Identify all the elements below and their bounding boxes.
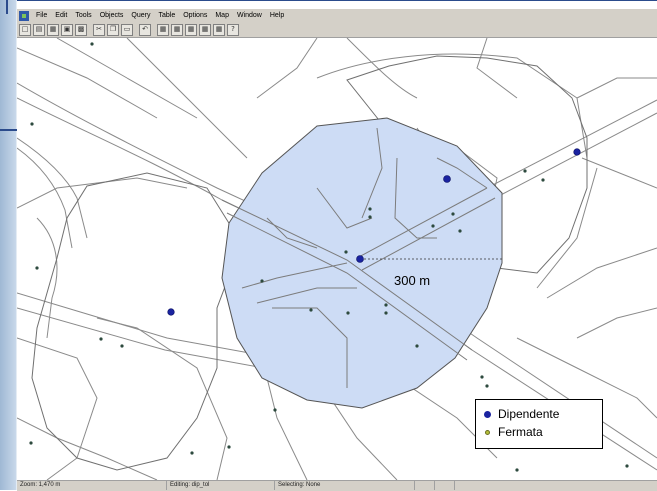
status-blank-2 bbox=[435, 481, 455, 490]
menu-objects[interactable]: Objects bbox=[99, 12, 124, 19]
buffer-outlines bbox=[31, 55, 588, 471]
menu-help[interactable]: Help bbox=[269, 12, 285, 19]
legend-label-fermata: Fermata bbox=[498, 425, 543, 439]
cut-icon[interactable]: ✂ bbox=[93, 23, 105, 36]
copy-icon[interactable]: ❐ bbox=[107, 23, 119, 36]
dipendente-dot-icon bbox=[484, 410, 491, 418]
map-legend: Dipendente Fermata bbox=[475, 399, 603, 449]
status-blank-1 bbox=[415, 481, 435, 490]
legend-row-dipendente: Dipendente bbox=[484, 405, 602, 423]
new-layout-icon[interactable]: ▦ bbox=[199, 23, 211, 36]
roads-in-buffer bbox=[221, 127, 496, 388]
menu-table[interactable]: Table bbox=[158, 12, 176, 19]
dipendente-points bbox=[167, 148, 581, 316]
app-icon[interactable] bbox=[19, 10, 29, 21]
status-zoom: Zoom: 1,470 m bbox=[17, 481, 167, 490]
menu-tools[interactable]: Tools bbox=[75, 12, 92, 19]
menu-window[interactable]: Window bbox=[236, 12, 262, 19]
menu-edit[interactable]: Edit bbox=[55, 12, 68, 19]
legend-label-dipendente: Dipendente bbox=[498, 407, 560, 421]
menu-map[interactable]: Map bbox=[215, 12, 229, 19]
map-canvas[interactable] bbox=[17, 38, 657, 480]
menu-query[interactable]: Query bbox=[131, 12, 151, 19]
slide-top-line bbox=[17, 0, 657, 1]
status-selecting[interactable]: Selecting: None bbox=[275, 481, 415, 490]
buffer-300m bbox=[221, 117, 503, 409]
undo-icon[interactable]: ↶ bbox=[139, 23, 151, 36]
new-mapper-icon[interactable]: ▦ bbox=[171, 23, 183, 36]
print-icon[interactable]: ▩ bbox=[75, 23, 87, 36]
new-icon[interactable]: □ bbox=[19, 23, 31, 36]
redistrict-icon[interactable]: ▦ bbox=[213, 23, 225, 36]
paste-icon[interactable]: ▭ bbox=[121, 23, 133, 36]
help-pointer-icon[interactable]: ? bbox=[227, 23, 239, 36]
new-browser-icon[interactable]: ▦ bbox=[157, 23, 169, 36]
status-bar: Zoom: 1,470 m Editing: dip_tol Selecting… bbox=[17, 480, 657, 491]
menu-file[interactable]: File bbox=[36, 12, 48, 19]
slide-accent-line bbox=[0, 129, 17, 131]
status-editing[interactable]: Editing: dip_tol bbox=[167, 481, 275, 490]
new-grapher-icon[interactable]: ▦ bbox=[185, 23, 197, 36]
radius-label: 300 m bbox=[394, 273, 431, 288]
save-icon[interactable]: ▣ bbox=[61, 23, 73, 36]
standard-toolbar: □ ▤ ▦ ▣ ▩ ✂ ❐ ▭ ↶ ▦ ▦ ▦ ▦ ▦ ? bbox=[17, 22, 657, 38]
fermata-dot-icon bbox=[485, 429, 490, 435]
open-table-icon[interactable]: ▦ bbox=[47, 23, 59, 36]
legend-row-fermata: Fermata bbox=[484, 423, 602, 441]
menu-bar: File Edit Tools Objects Query Table Opti… bbox=[17, 9, 657, 22]
open-icon[interactable]: ▤ bbox=[33, 23, 45, 36]
fermata-points bbox=[29, 42, 629, 472]
slide-accent-vertical bbox=[6, 0, 8, 14]
mapinfo-window: File Edit Tools Objects Query Table Opti… bbox=[17, 9, 657, 491]
map-window[interactable]: 300 m Dipendente Fermata bbox=[17, 38, 657, 480]
menu-options[interactable]: Options bbox=[183, 12, 208, 19]
